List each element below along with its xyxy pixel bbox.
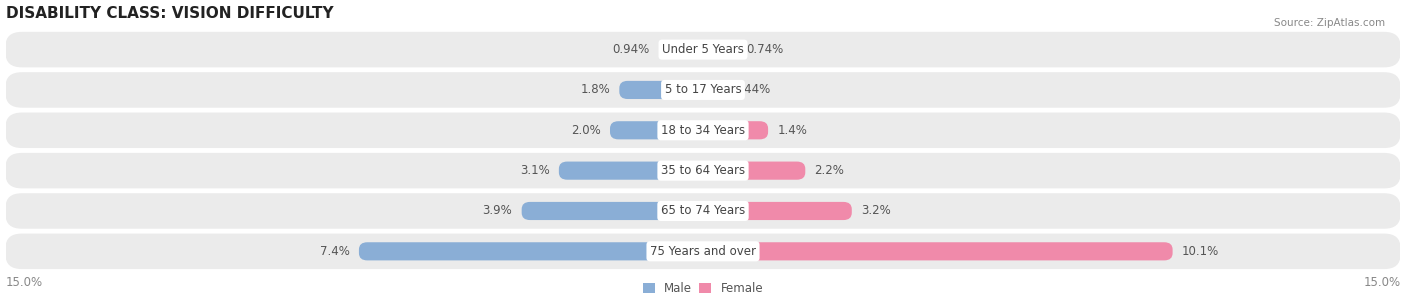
FancyBboxPatch shape — [522, 202, 703, 220]
Text: Under 5 Years: Under 5 Years — [662, 43, 744, 56]
FancyBboxPatch shape — [619, 81, 703, 99]
FancyBboxPatch shape — [703, 81, 724, 99]
Text: 15.0%: 15.0% — [1364, 276, 1400, 289]
FancyBboxPatch shape — [6, 112, 1400, 148]
FancyBboxPatch shape — [703, 121, 768, 139]
FancyBboxPatch shape — [558, 161, 703, 180]
Text: 0.44%: 0.44% — [733, 83, 770, 96]
FancyBboxPatch shape — [359, 242, 703, 261]
Text: 15.0%: 15.0% — [6, 276, 42, 289]
Legend: Male, Female: Male, Female — [638, 278, 768, 300]
Text: Source: ZipAtlas.com: Source: ZipAtlas.com — [1274, 18, 1385, 28]
FancyBboxPatch shape — [703, 242, 1173, 261]
Text: 75 Years and over: 75 Years and over — [650, 245, 756, 258]
Text: 0.74%: 0.74% — [747, 43, 785, 56]
FancyBboxPatch shape — [6, 72, 1400, 108]
Text: 2.0%: 2.0% — [571, 124, 600, 137]
Text: 3.2%: 3.2% — [860, 205, 891, 217]
FancyBboxPatch shape — [703, 161, 806, 180]
Text: 65 to 74 Years: 65 to 74 Years — [661, 205, 745, 217]
FancyBboxPatch shape — [6, 32, 1400, 67]
FancyBboxPatch shape — [659, 40, 703, 59]
Text: 3.1%: 3.1% — [520, 164, 550, 177]
Text: 1.8%: 1.8% — [581, 83, 610, 96]
Text: 1.4%: 1.4% — [778, 124, 807, 137]
FancyBboxPatch shape — [6, 233, 1400, 269]
Text: 3.9%: 3.9% — [482, 205, 512, 217]
Text: DISABILITY CLASS: VISION DIFFICULTY: DISABILITY CLASS: VISION DIFFICULTY — [6, 5, 333, 21]
FancyBboxPatch shape — [610, 121, 703, 139]
FancyBboxPatch shape — [703, 40, 737, 59]
FancyBboxPatch shape — [6, 193, 1400, 229]
Text: 10.1%: 10.1% — [1182, 245, 1219, 258]
Text: 0.94%: 0.94% — [613, 43, 650, 56]
Text: 5 to 17 Years: 5 to 17 Years — [665, 83, 741, 96]
Text: 2.2%: 2.2% — [814, 164, 845, 177]
FancyBboxPatch shape — [6, 153, 1400, 188]
Text: 18 to 34 Years: 18 to 34 Years — [661, 124, 745, 137]
Text: 35 to 64 Years: 35 to 64 Years — [661, 164, 745, 177]
Text: 7.4%: 7.4% — [319, 245, 350, 258]
FancyBboxPatch shape — [703, 202, 852, 220]
